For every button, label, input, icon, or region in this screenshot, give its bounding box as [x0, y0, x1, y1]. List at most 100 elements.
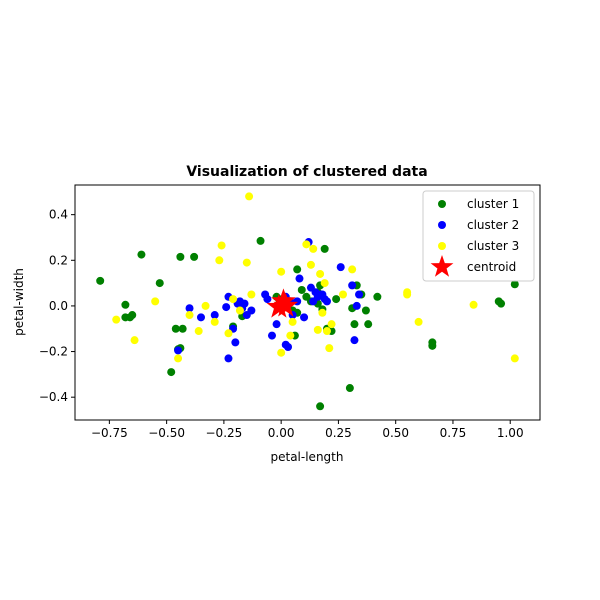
cluster-2-point	[231, 338, 240, 347]
x-tick-label: 0.25	[325, 426, 352, 440]
legend-cluster-1-label: cluster 1	[467, 197, 519, 211]
cluster-1-point	[137, 250, 146, 259]
cluster-3-point	[130, 336, 139, 345]
legend-cluster-3-marker	[438, 242, 446, 250]
cluster-1-point	[155, 279, 164, 288]
cluster-3-point	[348, 265, 357, 274]
cluster-1-point	[373, 292, 382, 301]
y-tick-label: 0.4	[49, 208, 68, 222]
cluster-1-point	[293, 265, 302, 274]
cluster-3-point	[313, 325, 322, 334]
legend-box	[422, 190, 535, 282]
legend-cluster-2-marker	[438, 221, 446, 229]
cluster-3-point	[194, 327, 203, 336]
cluster-1-point	[428, 341, 437, 350]
cluster-1-point	[125, 313, 134, 322]
axes: −0.75 −0.50 −0.25 0.00 0.25 0.50 0.75 1.00 −0.4 −…	[39, 208, 524, 440]
cluster-3-point	[325, 344, 334, 353]
y-tick-label: 0.0	[49, 299, 68, 313]
cluster-3-point	[229, 295, 238, 304]
cluster-3-point	[247, 290, 256, 299]
cluster-2-point	[300, 313, 309, 322]
cluster-2-point	[284, 342, 293, 351]
cluster-2-point	[224, 354, 233, 363]
legend-centroid-marker	[430, 255, 454, 277]
cluster-3-point	[469, 300, 478, 309]
legend-cluster-2-label: cluster 2	[467, 218, 519, 232]
cluster-3-point	[288, 317, 297, 326]
cluster-3-point	[215, 256, 224, 265]
cluster-2-point	[352, 301, 361, 310]
cluster-1-point	[332, 295, 341, 304]
x-tick-label: 1.00	[497, 426, 524, 440]
cluster-3-point	[224, 329, 233, 338]
cluster-3-point	[245, 192, 254, 201]
cluster-2-point	[210, 311, 219, 320]
x-tick-label: 0.50	[382, 426, 409, 440]
cluster-1-point	[345, 384, 354, 393]
cluster-1-point	[178, 324, 187, 333]
cluster-3-point	[286, 331, 295, 340]
cluster-3-point	[403, 290, 412, 299]
cluster-2-point	[348, 281, 357, 290]
y-tick-label: −0.2	[39, 345, 68, 359]
cluster-2-point	[267, 331, 276, 340]
cluster-3-point	[414, 317, 423, 326]
cluster-1-point	[361, 306, 370, 315]
cluster-2-point	[272, 320, 281, 329]
cluster-3-point	[309, 244, 318, 253]
cluster-1-point	[190, 252, 199, 261]
legend: cluster 1 cluster 2 cluster 3 centroid	[422, 190, 535, 282]
cluster-3-point	[201, 301, 210, 310]
chart-title: Visualization of clustered data	[186, 164, 427, 180]
legend-centroid-label: centroid	[467, 260, 516, 274]
cluster-3-point	[151, 297, 160, 306]
cluster-2-point	[350, 336, 359, 345]
cluster-1-point	[510, 280, 519, 289]
cluster-3-point	[327, 320, 336, 329]
cluster-3-point	[318, 308, 327, 317]
cluster-3-point	[277, 348, 286, 357]
cluster-1-point	[256, 236, 265, 245]
cluster-3-point	[174, 354, 183, 363]
cluster-2-point	[196, 313, 205, 322]
legend-cluster-1-marker	[438, 200, 446, 208]
cluster-1-point	[350, 320, 359, 329]
cluster-1-point	[316, 402, 325, 411]
cluster-3-point	[322, 327, 331, 336]
x-tick-label: −0.75	[91, 426, 128, 440]
x-tick-label: −0.50	[148, 426, 185, 440]
centroid-marker	[273, 292, 299, 317]
data-points	[96, 192, 519, 411]
cluster-2-point	[240, 299, 249, 308]
plot-frame	[74, 184, 541, 421]
cluster-2-point	[185, 304, 194, 313]
cluster-3-point	[112, 315, 121, 324]
cluster-1-point	[297, 285, 306, 294]
cluster-3-point	[510, 354, 519, 363]
x-axis-label: petal-length	[271, 450, 344, 464]
cluster-1-point	[96, 276, 105, 285]
cluster-3-point	[185, 311, 194, 320]
cluster-3-point	[320, 279, 329, 288]
cluster-3-point	[210, 317, 219, 326]
cluster-1-point	[364, 320, 373, 329]
cluster-3-point	[302, 240, 311, 249]
cluster-3-point	[242, 258, 251, 267]
cluster-3-point	[316, 269, 325, 278]
cluster-1-point	[121, 300, 130, 309]
cluster-1-point	[497, 299, 506, 308]
x-tick-label: 0.75	[440, 426, 467, 440]
cluster-2-point	[247, 306, 256, 315]
legend-cluster-3-label: cluster 3	[467, 239, 519, 253]
cluster-1-point	[171, 324, 180, 333]
cluster-3-point	[235, 306, 244, 315]
x-tick-label: −0.25	[206, 426, 243, 440]
cluster-3-point	[339, 290, 348, 299]
y-axis-label: petal-width	[12, 268, 26, 336]
cluster-2-point	[263, 295, 272, 304]
cluster-1-point	[176, 252, 185, 261]
cluster-2-point	[222, 303, 231, 312]
cluster-3-point	[306, 260, 315, 269]
